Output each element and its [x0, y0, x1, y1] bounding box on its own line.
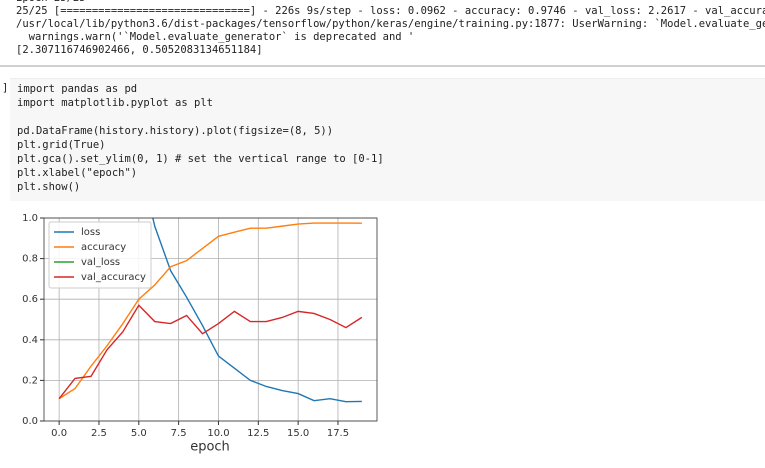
y-tick-label: 0.2: [22, 375, 38, 386]
x-tick-label: 10.0: [207, 428, 229, 439]
series-line: [58, 304, 363, 400]
y-tick-label: 0.6: [22, 294, 38, 305]
y-tick-label: 0.8: [22, 254, 38, 265]
output-line: 25/25 [==============================] -…: [16, 5, 765, 17]
series-line: [58, 222, 362, 400]
legend-label: accuracy: [81, 242, 126, 253]
code-line: import pandas as pd: [17, 83, 138, 95]
code-cell[interactable]: import pandas as pd import matplotlib.pyp…: [10, 78, 765, 201]
x-tick-label: 5.0: [131, 428, 147, 439]
legend-box: [48, 221, 152, 289]
output-line: warnings.warn('`Model.evaluate_generator…: [16, 31, 415, 43]
y-tick-label: 0.4: [22, 335, 38, 346]
cell-prompt: ]: [2, 82, 9, 94]
series-line: [152, 218, 362, 403]
code-line: plt.gca().set_ylim(0, 1) # set the verti…: [17, 153, 384, 165]
x-tick-label: 7.5: [171, 428, 187, 439]
plot-lines: [58, 218, 363, 403]
y-tick-label: 0.0: [22, 416, 38, 427]
x-axis-label: epoch: [190, 440, 230, 455]
output-line: /usr/local/lib/python3.6/dist-packages/t…: [16, 18, 765, 30]
code-line: import matplotlib.pyplot as plt: [17, 97, 213, 109]
code-line: pd.DataFrame(history.history).plot(figsi…: [17, 125, 334, 137]
x-tick-label: 12.5: [247, 428, 269, 439]
x-tick-label: 0.0: [51, 428, 67, 439]
output-line: Epoch 25/25: [16, 0, 86, 5]
x-tick-label: 15.0: [287, 428, 309, 439]
legend-label: val_loss: [81, 257, 120, 268]
code-line: plt.grid(True): [17, 139, 106, 151]
x-tick-label: 17.5: [327, 428, 349, 439]
code-line: plt.show(): [17, 181, 81, 193]
x-tick-label: 2.5: [91, 428, 107, 439]
cell-output: Epoch 25/2525/25 [======================…: [0, 0, 765, 58]
legend-label: val_accuracy: [81, 272, 146, 283]
y-tick-label: 1.0: [22, 213, 38, 224]
chart: epoch 0.0 0.2 0.4 0.6 0.8 1.0 0.0 2.5 5.0 7.5 10.0…: [22, 213, 378, 455]
separator: [0, 65, 765, 67]
output-line: [2.307116746902466, 0.5052083134651184]: [16, 44, 263, 56]
code-line: plt.xlabel("epoch"): [17, 167, 138, 179]
legend-label: loss: [81, 227, 100, 238]
axes-frame: [43, 217, 378, 422]
